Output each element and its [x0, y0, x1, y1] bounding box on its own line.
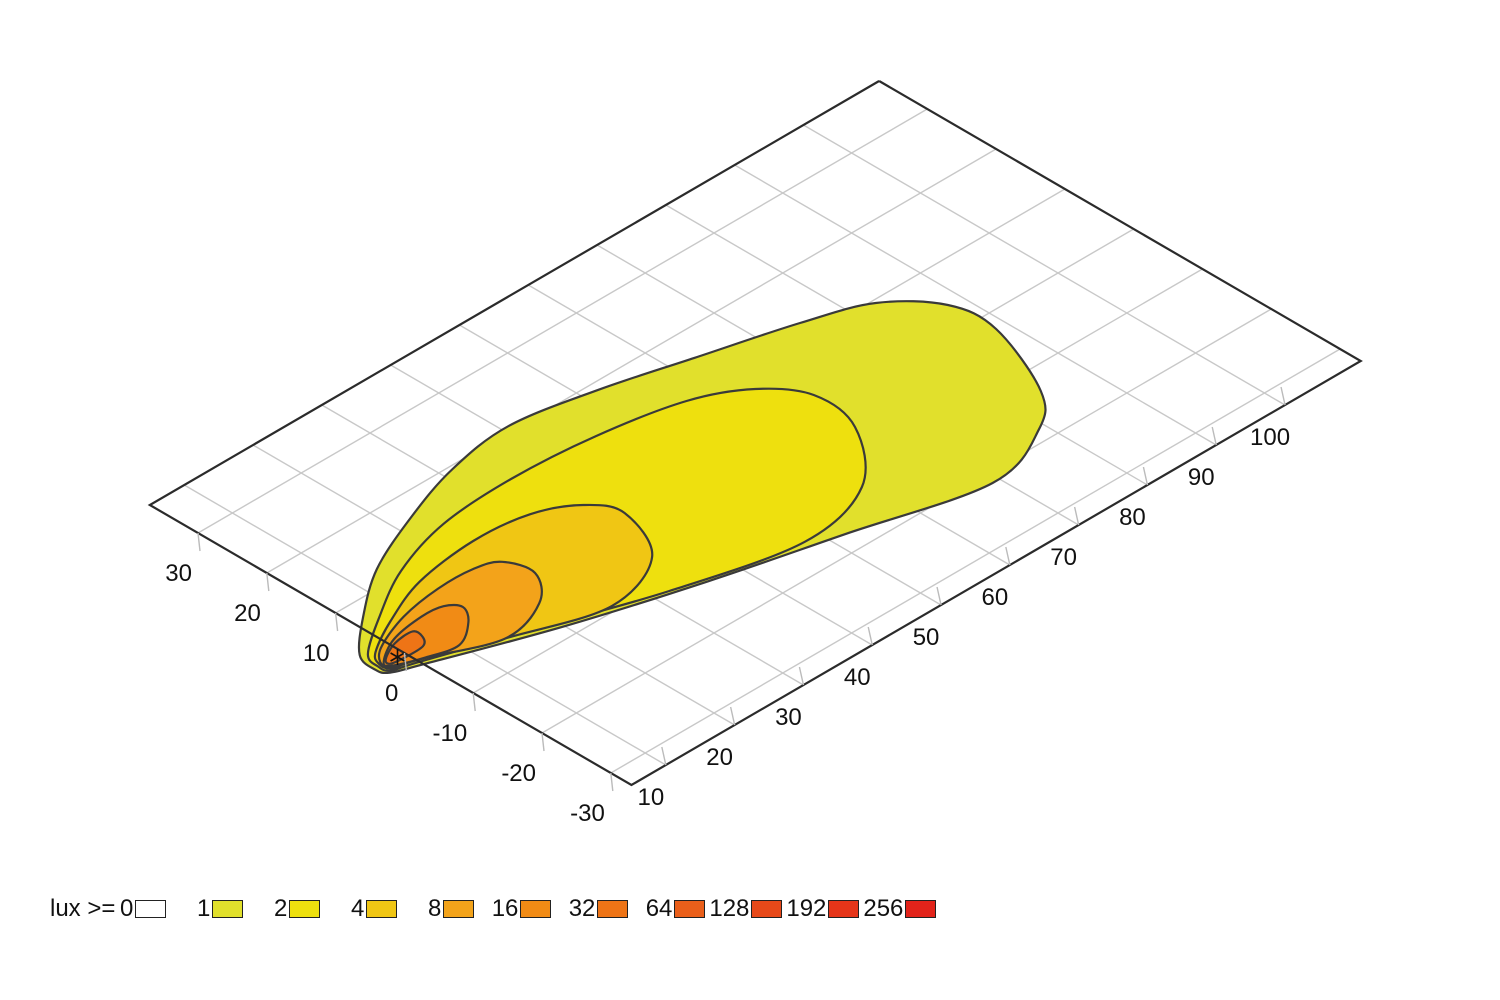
y-tick-mark	[472, 692, 476, 712]
y-tick-label: 0	[385, 680, 398, 707]
y-tick-label: -30	[570, 800, 605, 827]
legend-label: 256	[863, 895, 904, 922]
y-tick-mark	[266, 572, 270, 592]
legend-label: 16	[491, 895, 519, 922]
legend-swatch	[366, 900, 398, 918]
x-tick-label: 100	[1250, 424, 1290, 451]
grid-line-y	[610, 348, 1341, 774]
legend-swatch	[905, 900, 937, 918]
y-tick-label: 10	[303, 640, 330, 667]
y-tick-label: -10	[433, 720, 468, 747]
grid-line-x	[734, 164, 1217, 446]
legend-swatch	[212, 900, 244, 918]
y-tick-mark	[403, 652, 408, 672]
legend-swatch	[674, 900, 706, 918]
grid-line-x	[803, 124, 1286, 406]
legend-label: 4	[351, 895, 365, 922]
legend-item: 0	[119, 895, 167, 923]
y-tick-mark	[541, 732, 545, 752]
legend-label: 8	[428, 895, 442, 922]
x-tick-label: 70	[1050, 544, 1077, 571]
legend-label: 192	[786, 895, 827, 922]
x-tick-label: 10	[637, 784, 664, 811]
y-tick-label: -20	[501, 760, 536, 787]
legend-swatch	[135, 900, 167, 918]
legend-item: 128	[705, 895, 783, 923]
legend-item: 16	[474, 895, 552, 923]
legend-swatch	[443, 900, 475, 918]
x-tick-label: 80	[1119, 504, 1146, 531]
legend-label: 1	[197, 895, 211, 922]
y-tick-mark	[610, 772, 614, 792]
x-tick-mark	[1280, 386, 1286, 406]
legend-item: 192	[782, 895, 860, 923]
source-marker	[390, 649, 405, 665]
contour-regions	[357, 300, 1047, 675]
legend-swatch	[597, 900, 629, 918]
x-tick-label: 40	[844, 664, 871, 691]
legend-item: 8	[397, 895, 475, 923]
legend-item: 32	[551, 895, 629, 923]
y-tick-mark	[334, 612, 339, 632]
legend-swatch	[751, 900, 783, 918]
x-tick-label: 20	[706, 744, 733, 771]
x-tick-mark	[729, 706, 736, 726]
legend-item: 2	[243, 895, 321, 923]
legend-label: 64	[645, 895, 673, 922]
y-tick-label: 30	[165, 560, 192, 587]
grid-line-y	[197, 108, 928, 534]
grid-line-y	[266, 148, 997, 574]
legend-label: 32	[568, 895, 596, 922]
x-tick-mark	[661, 746, 667, 766]
x-tick-mark	[1073, 506, 1080, 526]
legend-item: 256	[859, 895, 937, 923]
legend-item: 64	[628, 895, 706, 923]
y-axis-ticks: -30 -20 -10 0 10 20 30	[165, 532, 614, 827]
legend-swatch	[828, 900, 860, 918]
legend-item: 1	[166, 895, 244, 923]
source-marker-group	[390, 649, 405, 665]
legend-item: 4	[320, 895, 398, 923]
plot-frame	[147, 80, 1363, 787]
x-tick-mark	[798, 666, 805, 686]
x-axis-ticks: 10 20 30 40 50 60 70 80 90 100	[637, 386, 1290, 811]
legend-label: 2	[274, 895, 288, 922]
plot-border	[147, 80, 1363, 787]
legend-label: 128	[709, 895, 750, 922]
x-tick-mark	[936, 586, 942, 606]
x-tick-label: 90	[1188, 464, 1215, 491]
legend-swatch	[520, 900, 552, 918]
y-tick-mark	[197, 532, 201, 552]
x-tick-label: 50	[913, 624, 940, 651]
x-tick-mark	[1005, 546, 1011, 566]
legend-swatch	[289, 900, 321, 918]
x-tick-mark	[1142, 466, 1149, 486]
x-tick-mark	[1211, 426, 1217, 446]
legend-label: 0	[120, 895, 134, 922]
x-tick-label: 30	[775, 704, 802, 731]
x-tick-label: 60	[981, 584, 1008, 611]
legend-items: 0 1 2 4 8 16 32 64 128 192 256	[119, 895, 937, 923]
legend: lux >= 0 1 2 4 8 16 32 64 128 192 256	[50, 892, 937, 926]
y-tick-label: 20	[234, 600, 261, 627]
legend-title: lux >=	[50, 895, 116, 922]
grid-line-y	[541, 308, 1272, 734]
x-tick-mark	[867, 626, 873, 646]
